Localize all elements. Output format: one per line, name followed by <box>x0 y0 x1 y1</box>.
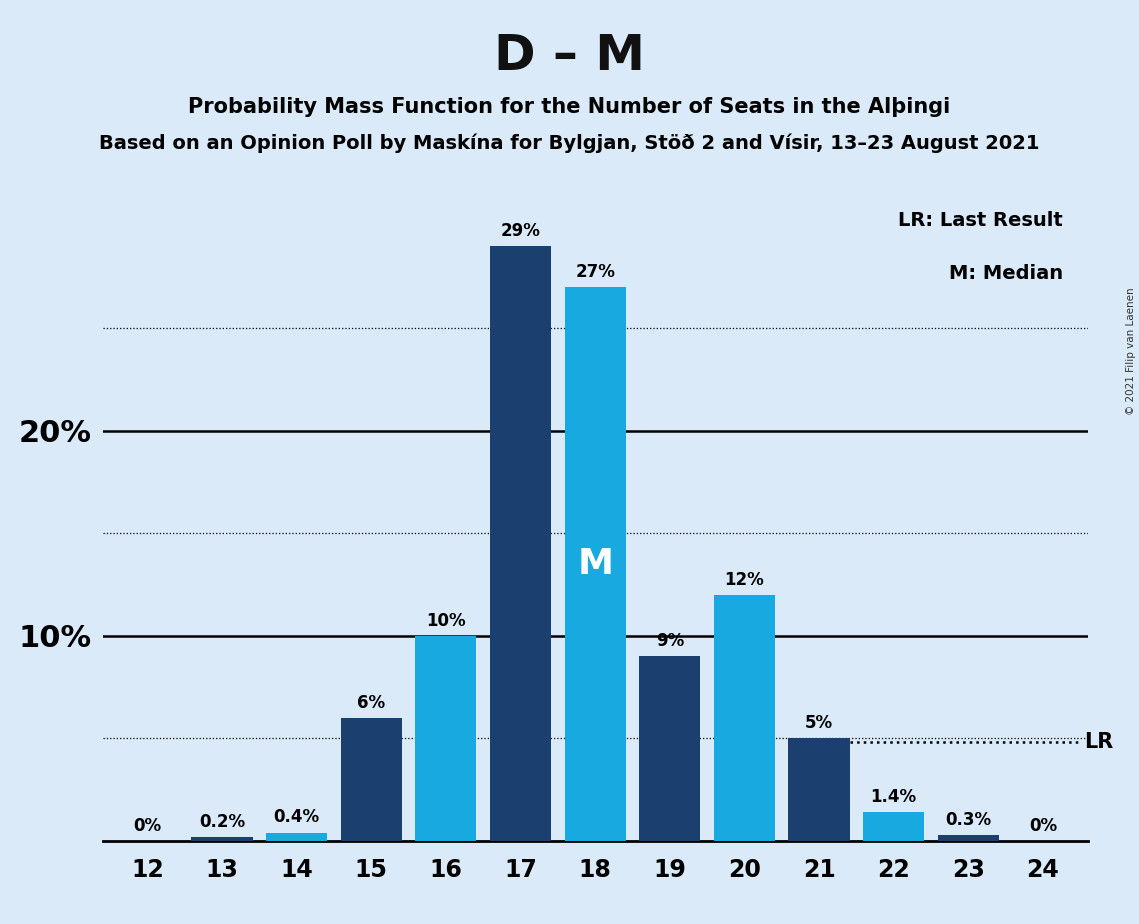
Text: Probability Mass Function for the Number of Seats in the Alþingi: Probability Mass Function for the Number… <box>188 97 951 117</box>
Text: D – M: D – M <box>494 32 645 80</box>
Text: 0%: 0% <box>133 817 162 834</box>
Text: LR: Last Result: LR: Last Result <box>899 211 1063 230</box>
Text: 1.4%: 1.4% <box>870 788 917 806</box>
Text: 0.2%: 0.2% <box>199 812 245 831</box>
Bar <box>788 738 850 841</box>
Text: LR: LR <box>1084 733 1113 752</box>
Text: 29%: 29% <box>500 222 540 240</box>
Text: 27%: 27% <box>575 263 615 281</box>
Text: 12%: 12% <box>724 571 764 589</box>
Bar <box>565 287 625 841</box>
Text: 10%: 10% <box>426 612 466 629</box>
Bar <box>639 656 700 841</box>
Text: 5%: 5% <box>805 714 833 732</box>
Text: 9%: 9% <box>656 632 683 650</box>
Text: 0%: 0% <box>1029 817 1057 834</box>
Bar <box>863 812 924 841</box>
Text: 6%: 6% <box>358 694 385 711</box>
Bar <box>341 718 402 841</box>
Text: Based on an Opinion Poll by Maskína for Bylgjan, Stöð 2 and Vísir, 13–23 August : Based on an Opinion Poll by Maskína for … <box>99 133 1040 152</box>
Text: 0.4%: 0.4% <box>273 808 320 826</box>
Bar <box>714 595 775 841</box>
Bar <box>416 636 476 841</box>
Bar <box>490 247 551 841</box>
Bar <box>191 837 253 841</box>
Text: M: M <box>577 547 613 581</box>
Text: 0.3%: 0.3% <box>945 810 991 829</box>
Text: © 2021 Filip van Laenen: © 2021 Filip van Laenen <box>1126 287 1136 415</box>
Bar <box>937 834 999 841</box>
Text: M: Median: M: Median <box>949 263 1063 283</box>
Bar <box>267 833 327 841</box>
